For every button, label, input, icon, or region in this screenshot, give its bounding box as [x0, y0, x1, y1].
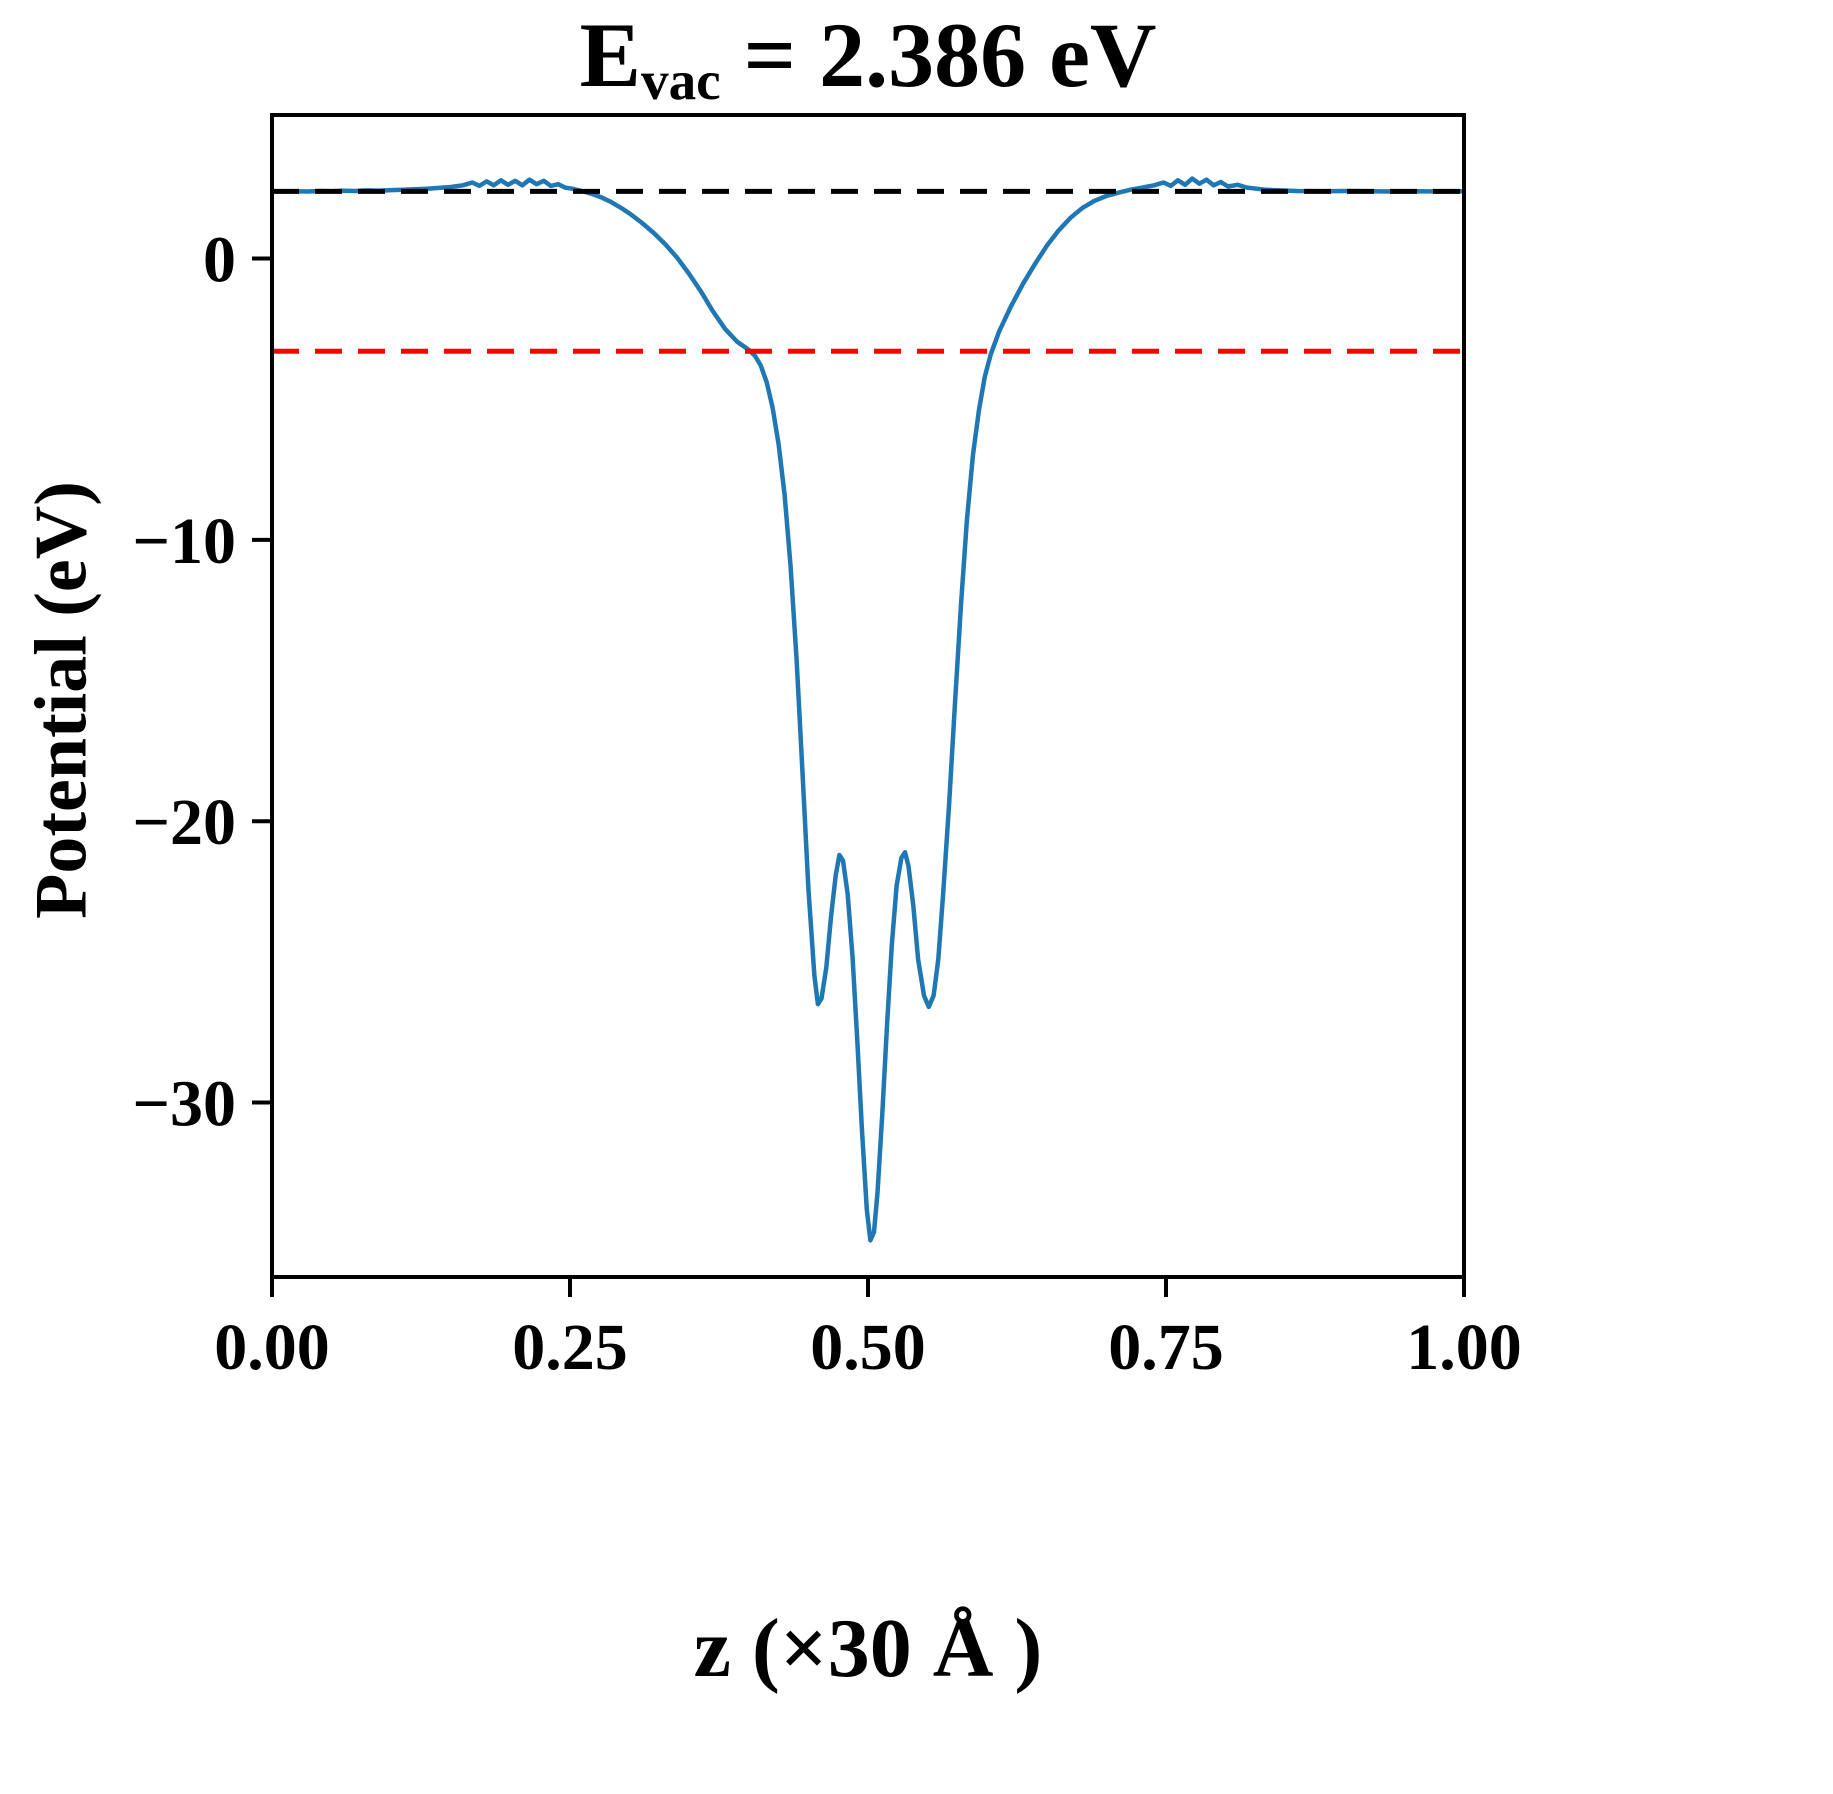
planar-averaged-potential-curve	[272, 176, 1464, 1243]
x-tick-label: 0.75	[1108, 1311, 1224, 1384]
title-symbol: E	[579, 4, 641, 106]
y-axis-label: Potential (eV)	[20, 481, 103, 919]
title-subscript: vac	[640, 50, 721, 112]
plot-title: Evac = 2.386 eV	[579, 2, 1157, 112]
x-tick-label: 1.00	[1406, 1311, 1522, 1384]
title-value: = 2.386 eV	[720, 4, 1157, 106]
x-axis-label: z (×30 Å )	[693, 1602, 1043, 1695]
y-tick-label: 0	[203, 223, 236, 296]
x-tick-label: 0.00	[214, 1311, 330, 1384]
x-tick-label: 0.50	[810, 1311, 926, 1384]
y-tick-label: −10	[132, 505, 236, 578]
y-tick-label: −20	[132, 786, 236, 859]
axes-frame	[270, 113, 1466, 1279]
y-tick-label: −30	[132, 1068, 236, 1141]
x-tick-label: 0.25	[512, 1311, 628, 1384]
